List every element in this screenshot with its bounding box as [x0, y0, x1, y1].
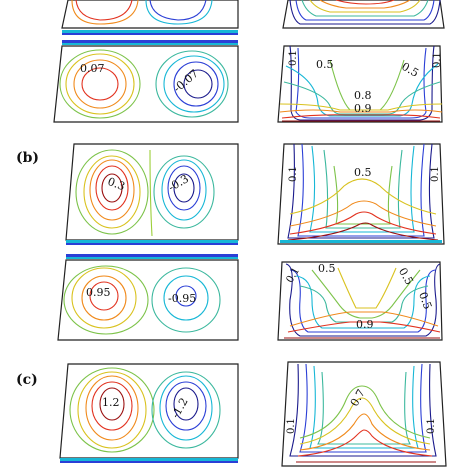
contour-label: -0.95	[168, 292, 196, 305]
panel-c-top-right: 0.1 0.1 0.7	[281, 361, 447, 467]
panel-a-bottom-left: 0.07 -0.07	[53, 40, 239, 123]
panel-label-b: (b)	[16, 150, 39, 166]
contour-label: 0.5	[416, 290, 434, 311]
contour-label: 0.5	[318, 262, 336, 275]
contour-label: 0.1	[286, 418, 297, 434]
contour-label: 1.2	[102, 396, 120, 409]
panel-c-top-left: 1.2 -1.2	[59, 363, 239, 463]
contour-label: 0.8	[354, 89, 372, 102]
contour-label: 0.9	[354, 102, 372, 115]
contour-label: 0.1	[432, 52, 443, 68]
panel-a-top-right	[282, 0, 445, 29]
contour-label: 0.1	[426, 418, 437, 434]
panel-a-bottom-right: 0.1 0.1 0.5 0.5 0.8 0.9	[277, 45, 443, 123]
contour-label: 0.9	[356, 318, 374, 331]
contour-label: 0.1	[430, 166, 441, 182]
panel-label-c: (c)	[16, 372, 38, 388]
contour-label: 0.5	[316, 58, 334, 71]
panel-b-bottom-right: 0.1 0.5 0.5 0.5 0.9	[277, 261, 443, 341]
panel-b-top-right: 0.1 0.1 0.5	[277, 143, 445, 245]
panel-b-bottom-left: 0.95 -0.95	[57, 254, 239, 341]
contour-label: 0.3	[106, 175, 127, 193]
panel-b-top-left: 0.3 -0.3	[65, 143, 239, 245]
contour-label: 0.1	[288, 50, 299, 66]
contour-label: 0.5	[354, 166, 372, 179]
panel-a-top-left	[61, 0, 239, 35]
contour-label: 0.1	[288, 166, 299, 182]
contour-label: 0.07	[80, 62, 105, 75]
contour-label: 0.95	[86, 286, 111, 299]
